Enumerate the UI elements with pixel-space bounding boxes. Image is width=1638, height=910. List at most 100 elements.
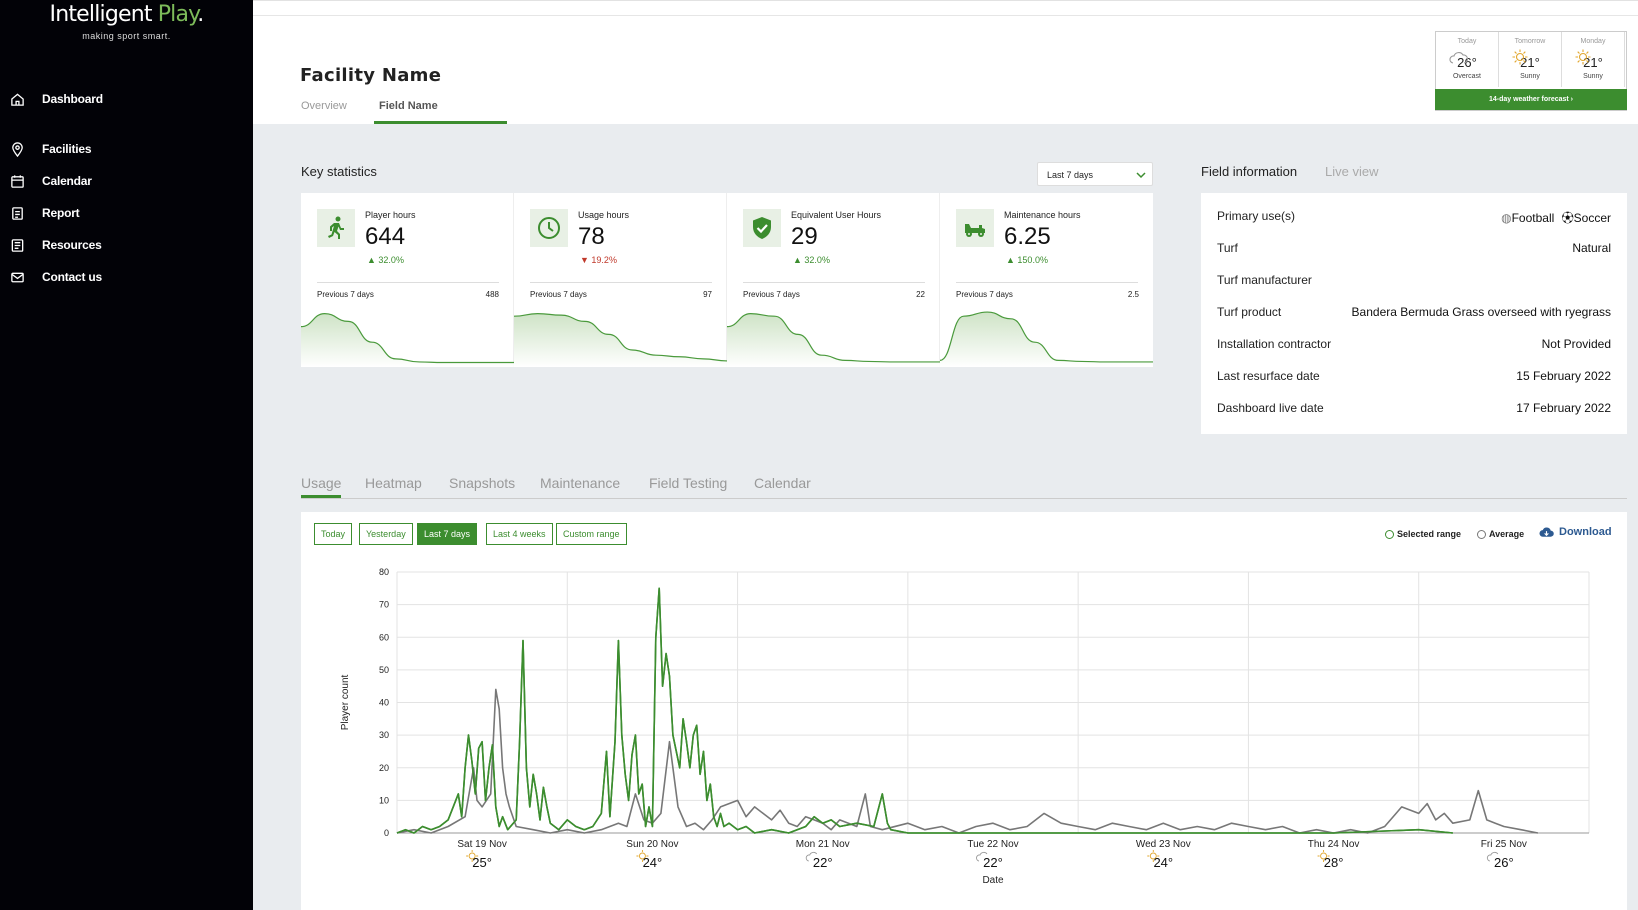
- weather-day: Monday 21° Sunny: [1562, 32, 1625, 87]
- x-tick-label: Wed 23 Nov: [1136, 839, 1191, 850]
- fi-row-primary-use: Primary use(s) ◍Football ⚽︎Soccer: [1217, 209, 1611, 229]
- sparkline-area: [940, 312, 1153, 367]
- x-weather-temp: 24°: [1153, 855, 1173, 870]
- nav-item-facilities[interactable]: Facilities: [10, 138, 92, 160]
- fi-value-uses: ◍Football ⚽︎Soccer: [1501, 209, 1611, 226]
- fi-row-turf: Turf Natural: [1217, 241, 1611, 261]
- key-statistics-title: Key statistics: [301, 164, 377, 179]
- nav-label: Resources: [42, 238, 102, 252]
- cloud-icon: [1449, 52, 1469, 64]
- range-button-last-7-days[interactable]: Last 7 days: [417, 523, 478, 545]
- sparkline-area: [727, 313, 940, 367]
- nav-item-contact-us[interactable]: Contact us: [10, 266, 102, 288]
- arrow-down-icon: ▼: [580, 255, 592, 265]
- stat-card-player-hours: Player hours 644 ▲ 32.0% Previous 7 days…: [301, 193, 514, 367]
- clock-icon: [538, 217, 560, 239]
- active-tab-indicator: [374, 121, 507, 124]
- tab-live-view[interactable]: Live view: [1325, 164, 1379, 179]
- legend-marker: [1385, 529, 1394, 539]
- y-tick-label: 20: [379, 763, 389, 773]
- key-statistics-panel: Player hours 644 ▲ 32.0% Previous 7 days…: [301, 193, 1153, 367]
- use-football: Football: [1511, 211, 1555, 225]
- tab-usage[interactable]: Usage: [301, 475, 342, 491]
- sun-icon: [1512, 49, 1528, 65]
- sparkline-area: [301, 313, 514, 367]
- stat-previous-value: 488: [485, 290, 499, 299]
- y-tick-label: 60: [379, 632, 389, 642]
- stat-delta: ▲ 32.0%: [793, 255, 830, 265]
- sun-icon: [636, 850, 649, 862]
- divider: [530, 282, 712, 283]
- chevron-down-icon: [1136, 172, 1146, 179]
- weather-day-name: Today: [1457, 38, 1477, 45]
- tab-calendar[interactable]: Calendar: [754, 475, 811, 491]
- legend-average[interactable]: Average: [1477, 529, 1524, 539]
- fi-value: Natural: [1572, 241, 1611, 255]
- weather-forecast-button[interactable]: 14-day weather forecast ›: [1435, 89, 1627, 110]
- download-label: Download: [1559, 526, 1612, 538]
- tab-field-information[interactable]: Field information: [1201, 164, 1298, 179]
- home-icon: [11, 92, 24, 106]
- stat-value: 6.25: [1004, 223, 1051, 250]
- divider: [743, 282, 925, 283]
- series-line-selected-range: [396, 587, 1453, 834]
- stat-label: Maintenance hours: [1004, 210, 1081, 220]
- range-button-last-4-weeks[interactable]: Last 4 weeks: [486, 523, 553, 545]
- sun-icon: [1147, 850, 1160, 862]
- sparkline-area: [514, 313, 727, 367]
- nav-item-dashboard[interactable]: Dashboard: [10, 88, 103, 110]
- tab-snapshots[interactable]: Snapshots: [449, 475, 516, 491]
- y-tick-label: 0: [384, 828, 389, 838]
- fi-value: 17 February 2022: [1516, 401, 1611, 415]
- y-tick-label: 40: [379, 698, 389, 708]
- nav-item-report[interactable]: Report: [10, 202, 80, 224]
- fi-row-dashboard-live-date: Dashboard live date 17 February 2022: [1217, 401, 1611, 421]
- weather-condition: Sunny: [1520, 73, 1540, 80]
- cloud-icon: [805, 851, 818, 862]
- field-information-panel: Primary use(s) ◍Football ⚽︎Soccer Turf N…: [1201, 193, 1627, 434]
- x-tick-label: Fri 25 Nov: [1481, 839, 1527, 850]
- fi-label: Turf product: [1217, 305, 1282, 319]
- sidebar: Intelligent Play. making sport smart. Das…: [0, 0, 253, 910]
- sparkline-line: [514, 312, 727, 362]
- stat-delta: ▼ 19.2%: [580, 255, 617, 265]
- fi-row-last-resurface-date: Last resurface date 15 February 2022: [1217, 369, 1611, 389]
- download-button[interactable]: Download: [1539, 526, 1612, 538]
- fi-row-installation-contractor: Installation contractor Not Provided: [1217, 337, 1611, 357]
- fi-row-turf-product: Turf product Bandera Bermuda Grass overs…: [1217, 305, 1611, 325]
- tab-overview[interactable]: Overview: [301, 100, 347, 112]
- range-button-today[interactable]: Today: [314, 523, 353, 545]
- brand-logo[interactable]: Intelligent Play. making sport smart.: [0, 2, 253, 41]
- x-weather-temp: 22°: [983, 855, 1003, 870]
- tab-maintenance[interactable]: Maintenance: [540, 475, 621, 491]
- tab-field-name[interactable]: Field Name: [379, 100, 438, 112]
- mail-icon: [11, 272, 24, 282]
- range-button-yesterday[interactable]: Yesterday: [359, 523, 413, 545]
- nav-item-calendar[interactable]: Calendar: [10, 170, 92, 192]
- sparkline-line: [301, 312, 514, 364]
- stat-label: Usage hours: [578, 210, 630, 220]
- sun-icon: [1575, 49, 1591, 65]
- nav-item-resources[interactable]: Resources: [10, 234, 102, 256]
- range-select[interactable]: Last 7 days: [1037, 162, 1153, 186]
- page-header: Facility Name Overview Field Name Today …: [253, 0, 1638, 124]
- x-tick-label: Mon 21 Nov: [796, 839, 850, 850]
- weather-day-name: Tomorrow: [1514, 38, 1546, 45]
- tab-heatmap[interactable]: Heatmap: [365, 475, 422, 491]
- stat-previous-label: Previous 7 days: [317, 290, 374, 299]
- x-weather-temp: 28°: [1324, 855, 1344, 870]
- range-button-custom-range[interactable]: Custom range: [556, 523, 627, 545]
- fi-label: Installation contractor: [1217, 337, 1332, 351]
- sun-icon: [1317, 850, 1330, 862]
- stat-previous-value: 22: [916, 290, 925, 299]
- weather-day: Tomorrow 21° Sunny: [1499, 32, 1562, 87]
- tab-field-testing[interactable]: Field Testing: [649, 475, 728, 491]
- legend-selected-range[interactable]: Selected range: [1385, 529, 1461, 539]
- usage-line-chart: 0 10 20 30 40 50 60 70 80 Sat 19 Nov 25° Sun 20 Nov…: [340, 567, 1590, 886]
- cloud-icon: [976, 851, 988, 862]
- y-tick-label: 50: [379, 665, 389, 675]
- fi-value: Bandera Bermuda Grass overseed with ryeg…: [1351, 305, 1611, 319]
- fi-value: Not Provided: [1541, 337, 1611, 351]
- football-icon: ◍: [1501, 211, 1512, 225]
- stat-value: 644: [365, 223, 406, 250]
